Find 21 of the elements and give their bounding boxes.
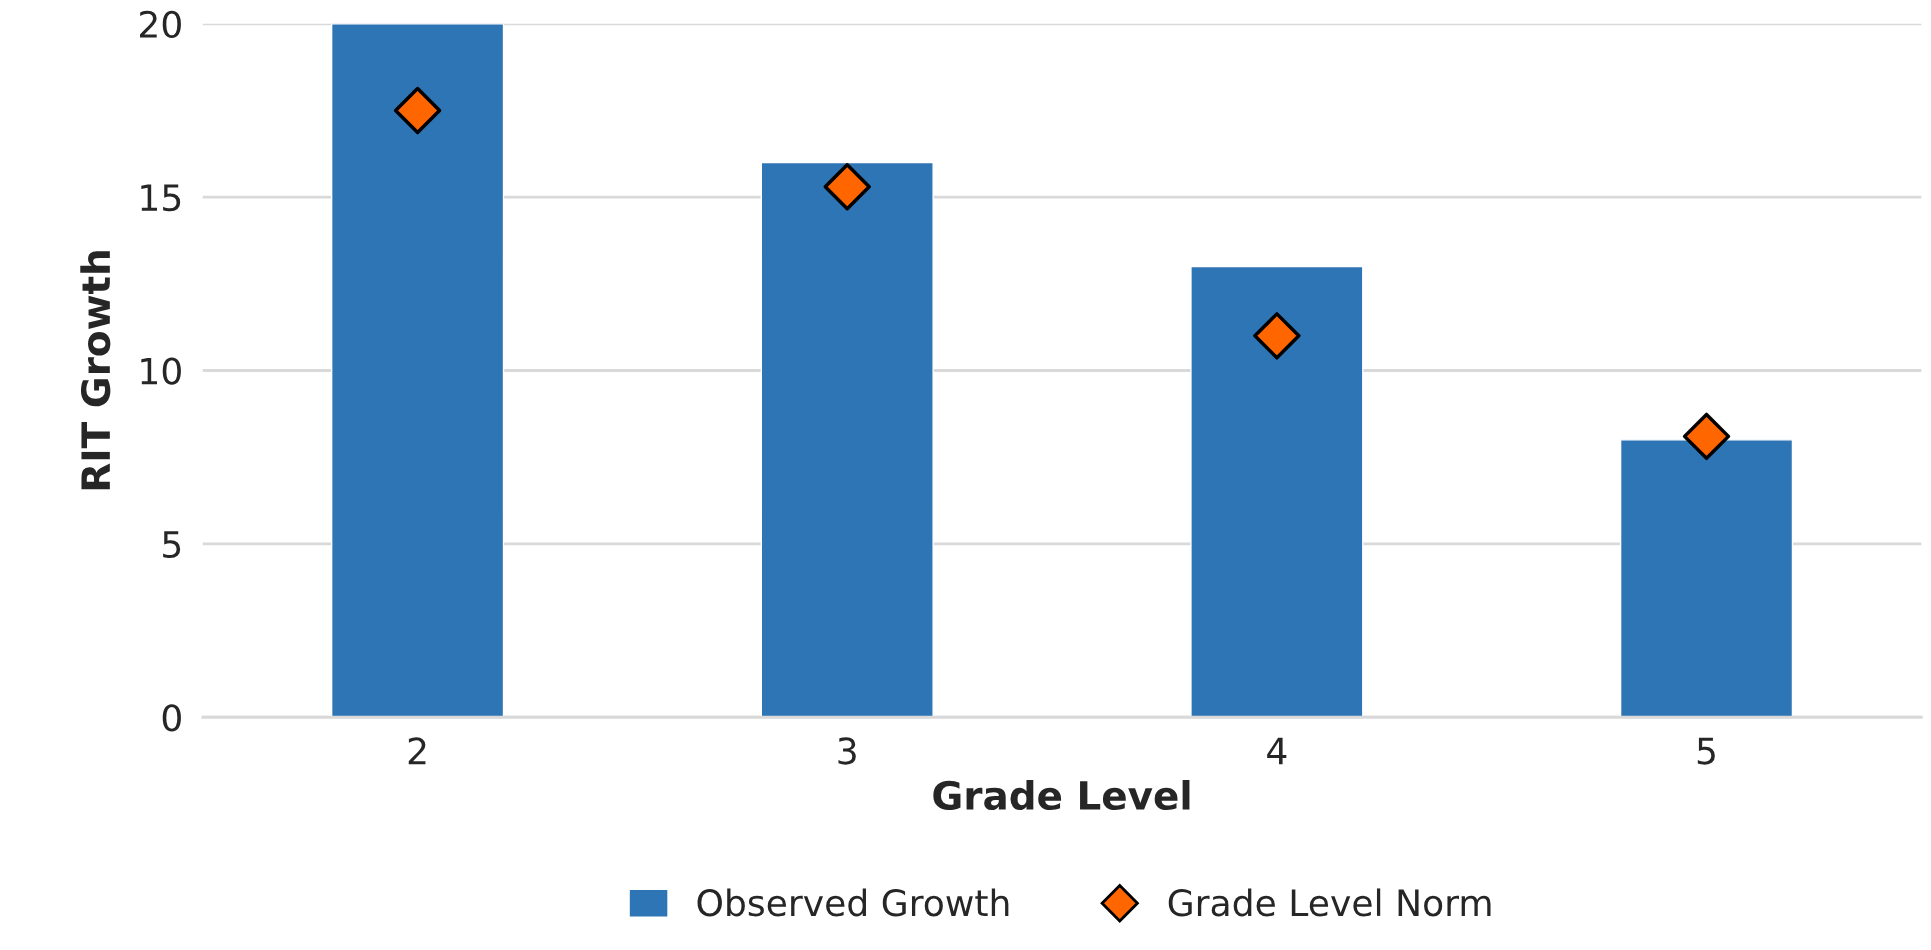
x-axis-title: Grade Level xyxy=(933,779,1190,811)
point xyxy=(393,86,442,135)
point xyxy=(1682,412,1731,461)
bar xyxy=(1619,439,1794,718)
legend-label: Grade Level Norm xyxy=(1168,888,1491,917)
point xyxy=(823,163,871,211)
x-tick-label: 2 xyxy=(408,737,426,765)
point xyxy=(1253,312,1301,360)
y-tick-label: 5 xyxy=(163,531,181,559)
x-tick-label: 5 xyxy=(1697,737,1715,765)
y-tick-label: 20 xyxy=(140,10,181,38)
y-axis-title: RIT Growth xyxy=(80,251,111,490)
bar xyxy=(330,23,505,718)
bar xyxy=(760,161,934,718)
y-tick-label: 10 xyxy=(141,357,181,385)
legend-label: Observed Growth xyxy=(697,888,1009,917)
bar xyxy=(1190,265,1364,718)
y-tick-label: 15 xyxy=(141,184,181,212)
x-tick-label: 4 xyxy=(1267,737,1287,765)
x-tick-label: 3 xyxy=(838,737,856,765)
y-tick-label: 0 xyxy=(162,704,181,732)
